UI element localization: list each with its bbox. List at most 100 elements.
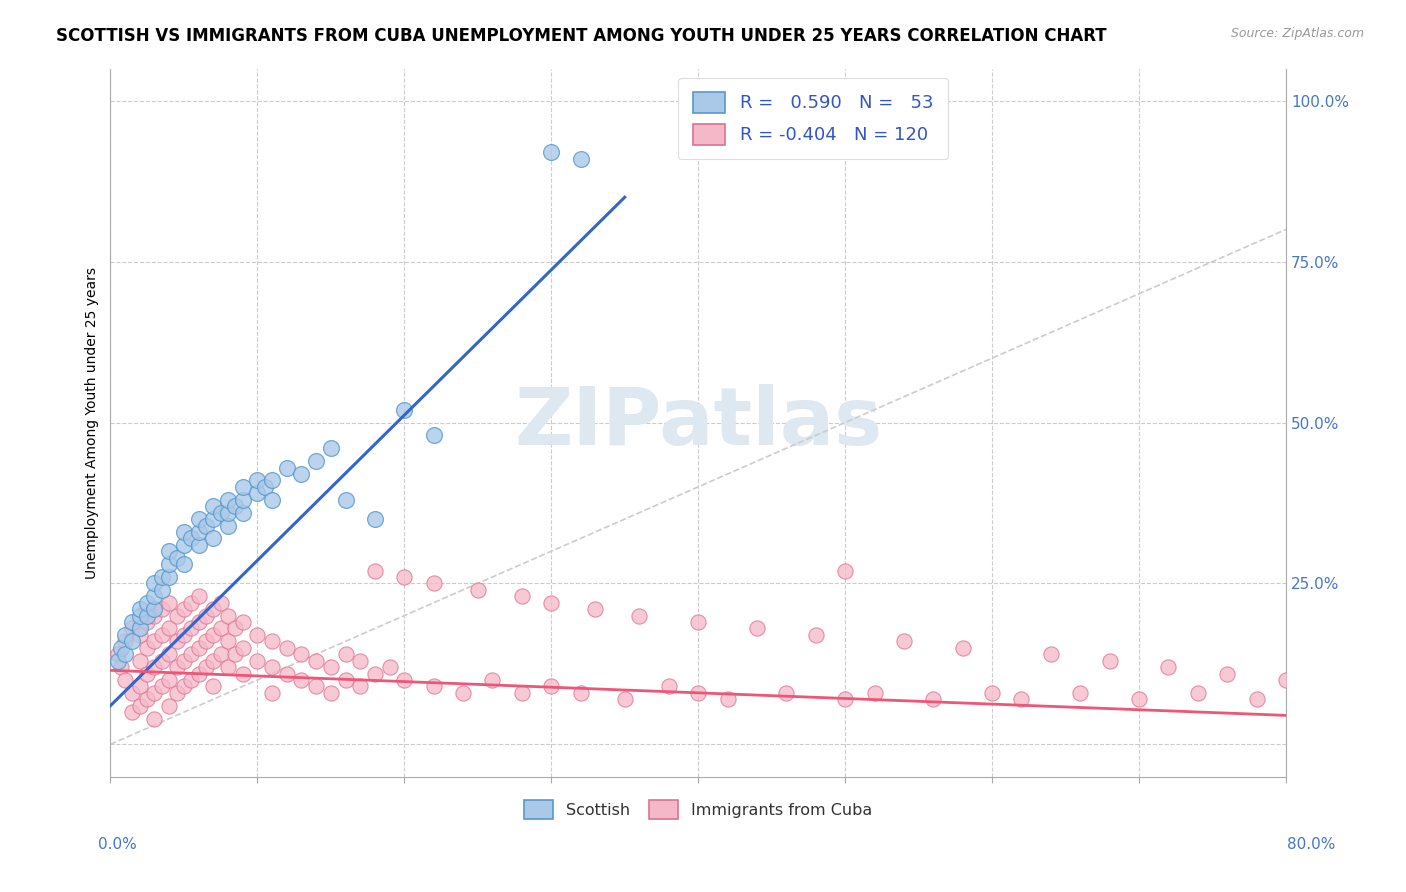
Legend: Scottish, Immigrants from Cuba: Scottish, Immigrants from Cuba <box>517 794 879 825</box>
Point <box>335 647 357 661</box>
Point <box>319 442 342 456</box>
Point <box>143 660 166 674</box>
Point <box>202 654 225 668</box>
Point <box>422 680 444 694</box>
Point <box>180 622 202 636</box>
Point <box>981 686 1004 700</box>
Point <box>305 454 328 468</box>
Text: 0.0%: 0.0% <box>98 837 138 852</box>
Point <box>510 686 533 700</box>
Point <box>658 680 681 694</box>
Point <box>173 680 195 694</box>
Point <box>166 634 188 648</box>
Point <box>422 576 444 591</box>
Point <box>180 532 202 546</box>
Point <box>804 628 827 642</box>
Point <box>173 654 195 668</box>
Point <box>276 460 298 475</box>
Point <box>569 686 592 700</box>
Point <box>121 705 143 719</box>
Point <box>319 686 342 700</box>
Point <box>187 666 209 681</box>
Point <box>166 686 188 700</box>
Point <box>217 518 239 533</box>
Point <box>114 628 136 642</box>
Point <box>173 524 195 539</box>
Point <box>1069 686 1091 700</box>
Point <box>173 557 195 571</box>
Point <box>202 532 225 546</box>
Point <box>143 608 166 623</box>
Point <box>121 615 143 629</box>
Point <box>834 692 856 706</box>
Point <box>150 628 173 642</box>
Point <box>628 608 651 623</box>
Point <box>349 680 371 694</box>
Point <box>143 602 166 616</box>
Point <box>922 692 945 706</box>
Point <box>246 654 269 668</box>
Text: 80.0%: 80.0% <box>1288 837 1336 852</box>
Point <box>128 608 150 623</box>
Point <box>305 654 328 668</box>
Point <box>114 634 136 648</box>
Point <box>217 492 239 507</box>
Text: Source: ZipAtlas.com: Source: ZipAtlas.com <box>1230 27 1364 40</box>
Point <box>166 660 188 674</box>
Point <box>128 622 150 636</box>
Point <box>583 602 606 616</box>
Point <box>202 602 225 616</box>
Point <box>467 582 489 597</box>
Point <box>157 673 180 687</box>
Point <box>540 145 562 160</box>
Point <box>187 589 209 603</box>
Point <box>1246 692 1268 706</box>
Point <box>150 654 173 668</box>
Point <box>246 486 269 500</box>
Point <box>114 647 136 661</box>
Point <box>217 634 239 648</box>
Point <box>1039 647 1062 661</box>
Point <box>775 686 797 700</box>
Point <box>276 640 298 655</box>
Point <box>143 686 166 700</box>
Point <box>224 622 246 636</box>
Point <box>510 589 533 603</box>
Point <box>157 647 180 661</box>
Point <box>209 506 232 520</box>
Point <box>364 666 387 681</box>
Point <box>121 634 143 648</box>
Point <box>290 673 312 687</box>
Point <box>613 692 636 706</box>
Point <box>364 564 387 578</box>
Point <box>128 602 150 616</box>
Point <box>180 673 202 687</box>
Point <box>952 640 974 655</box>
Point <box>110 640 132 655</box>
Point <box>202 680 225 694</box>
Point <box>394 402 416 417</box>
Point <box>394 673 416 687</box>
Point <box>209 622 232 636</box>
Point <box>1275 673 1298 687</box>
Point <box>745 622 768 636</box>
Point <box>569 152 592 166</box>
Point <box>1187 686 1209 700</box>
Point <box>224 647 246 661</box>
Point <box>232 640 254 655</box>
Point <box>187 640 209 655</box>
Point <box>121 686 143 700</box>
Point <box>224 499 246 513</box>
Point <box>157 544 180 558</box>
Point <box>150 680 173 694</box>
Point <box>335 492 357 507</box>
Point <box>364 512 387 526</box>
Point <box>114 673 136 687</box>
Point <box>688 615 710 629</box>
Point <box>173 602 195 616</box>
Point <box>290 467 312 481</box>
Point <box>128 680 150 694</box>
Point <box>232 480 254 494</box>
Point <box>394 570 416 584</box>
Point <box>232 492 254 507</box>
